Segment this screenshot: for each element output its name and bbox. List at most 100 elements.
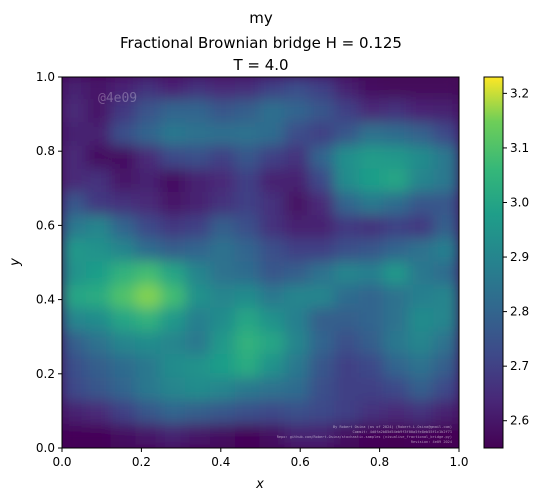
heatmap-cell xyxy=(234,284,262,310)
chart-title-line-2: Fractional Brownian bridge H = 0.125 xyxy=(120,34,402,52)
heatmap-cell xyxy=(85,145,113,171)
heatmap-cell xyxy=(284,238,312,264)
heatmap-cell xyxy=(309,423,336,448)
heatmap-cell xyxy=(160,77,188,102)
heatmap-cell xyxy=(185,400,212,426)
heatmap-cell xyxy=(284,145,312,171)
heatmap-cell xyxy=(110,400,138,426)
heatmap-cell xyxy=(284,168,312,194)
heatmap-cell xyxy=(383,77,411,102)
heatmap-cell xyxy=(383,261,411,287)
heatmap-cell xyxy=(383,145,411,171)
heatmap-cell xyxy=(185,238,212,264)
colorbar-tick-label: 2.7 xyxy=(510,359,529,373)
heatmap-cell xyxy=(284,215,312,241)
heatmap-cell xyxy=(209,238,237,264)
credit-line: Commit: 4d0fa2b85d54eb9f3f00a5fe8eb55f1c… xyxy=(352,430,452,434)
heatmap-cell xyxy=(85,77,113,102)
heatmap-cell xyxy=(209,423,237,448)
heatmap-cell xyxy=(433,191,459,218)
heatmap-cell xyxy=(358,400,386,426)
heatmap-cell xyxy=(408,261,436,287)
heatmap-cell xyxy=(383,331,411,357)
heatmap-cell xyxy=(358,145,386,171)
heatmap-cell xyxy=(185,284,212,310)
heatmap-cell xyxy=(333,99,361,125)
heatmap-cell xyxy=(333,377,361,403)
x-axis: 0.0 0.2 0.4 0.6 0.8 1.0 xyxy=(52,448,469,469)
heatmap-cell xyxy=(284,423,312,448)
heatmap-cell xyxy=(259,122,287,148)
heatmap-cell xyxy=(135,423,163,448)
heatmap-cell xyxy=(408,423,436,448)
heatmap-cell xyxy=(333,238,361,264)
heatmap-cell xyxy=(135,77,163,102)
heatmap-cell xyxy=(383,423,411,448)
credit-line: Repo: github.com/Robert-Osina/stochastic… xyxy=(277,435,452,439)
heatmap-cell xyxy=(408,77,436,102)
heatmap-cell xyxy=(62,191,88,218)
heatmap-cell xyxy=(234,99,262,125)
heatmap-cell xyxy=(284,99,312,125)
colorbar-tick-label: 2.9 xyxy=(510,250,529,264)
heatmap-cell xyxy=(383,99,411,125)
heatmap-cell xyxy=(185,145,212,171)
heatmap-cell xyxy=(358,261,386,287)
heatmap-cell xyxy=(85,122,113,148)
heatmap-cell xyxy=(433,331,459,357)
heatmap-cell xyxy=(62,145,88,171)
x-tick-label: 0.8 xyxy=(370,455,389,469)
heatmap-cell xyxy=(309,238,336,264)
heatmap-cell xyxy=(333,331,361,357)
colorbar-tick-label: 2.8 xyxy=(510,305,529,319)
heatmap-cell xyxy=(383,122,411,148)
heatmap-cell xyxy=(259,331,287,357)
heatmap-cell xyxy=(85,168,113,194)
heatmap-cell xyxy=(358,331,386,357)
y-axis-label: y xyxy=(8,258,23,267)
heatmap-cell xyxy=(358,354,386,380)
heatmap-cell xyxy=(358,284,386,310)
watermark: @4e09 xyxy=(98,91,137,106)
heatmap-cell xyxy=(358,168,386,194)
heatmap-cell xyxy=(110,423,138,448)
heatmap-cell xyxy=(333,354,361,380)
heatmap-cell xyxy=(185,261,212,287)
heatmap-cell xyxy=(110,331,138,357)
heatmap-cell xyxy=(160,261,188,287)
heatmap-cell xyxy=(85,284,113,310)
heatmap-cell xyxy=(160,354,188,380)
heatmap-cell xyxy=(185,377,212,403)
heatmap-cell xyxy=(433,122,459,148)
colorbar-tick-label: 3.1 xyxy=(510,141,529,155)
heatmap-cell xyxy=(383,168,411,194)
heatmap-cell xyxy=(62,261,88,287)
heatmap-cell xyxy=(333,77,361,102)
heatmap-cell xyxy=(110,145,138,171)
heatmap-cell xyxy=(358,423,386,448)
heatmap-cell xyxy=(333,284,361,310)
heatmap-cell xyxy=(433,284,459,310)
heatmap-cell xyxy=(185,307,212,334)
colorbar-tick-label: 3.2 xyxy=(510,86,529,100)
heatmap-cell xyxy=(284,377,312,403)
heatmap-cell xyxy=(160,377,188,403)
heatmap-cell xyxy=(234,354,262,380)
heatmap-cell xyxy=(433,423,459,448)
heatmap-cell xyxy=(85,400,113,426)
heatmap-cell xyxy=(259,307,287,334)
heatmap-cell xyxy=(185,99,212,125)
heatmap-cell xyxy=(284,307,312,334)
heatmap-cell xyxy=(234,191,262,218)
heatmap-cell xyxy=(309,215,336,241)
heatmap-cell xyxy=(62,423,88,448)
heatmap-cell xyxy=(85,354,113,380)
heatmap-cell xyxy=(408,215,436,241)
heatmap-cell xyxy=(333,423,361,448)
heatmap-cell xyxy=(284,400,312,426)
heatmap-cell xyxy=(383,354,411,380)
heatmap-cell xyxy=(160,122,188,148)
heatmap-cell xyxy=(309,354,336,380)
heatmap-cell xyxy=(284,122,312,148)
